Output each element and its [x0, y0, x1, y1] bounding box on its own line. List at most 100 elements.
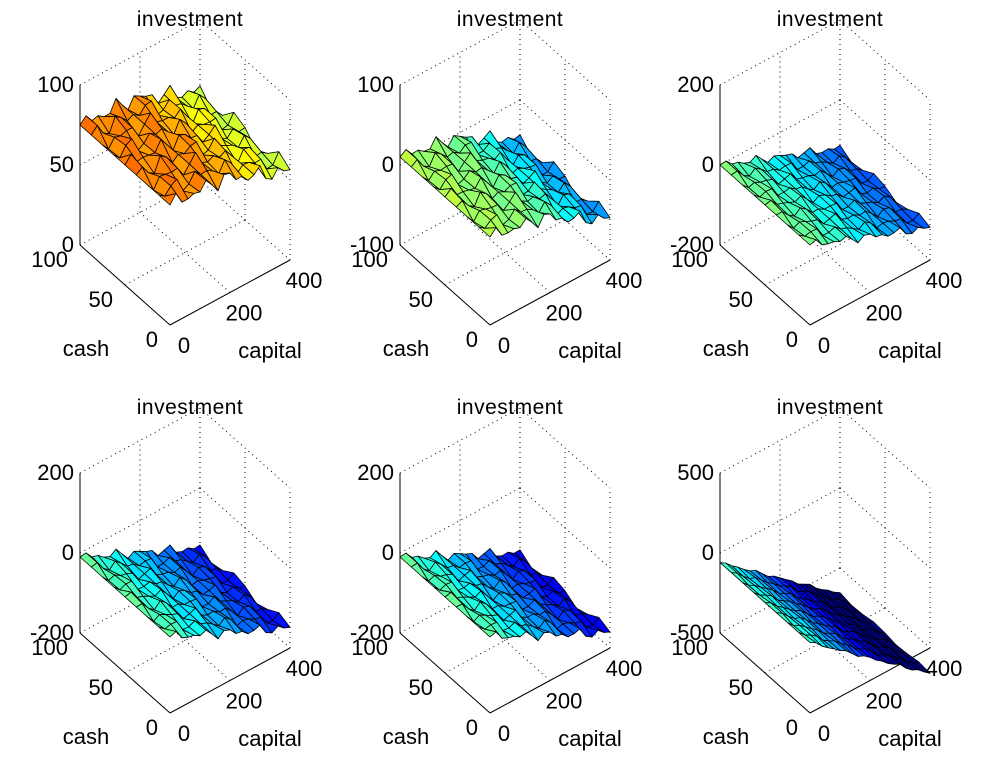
y-tick-label: 0 [146, 715, 158, 740]
x-axis-line [489, 647, 611, 714]
grid-edge [199, 407, 291, 489]
grid-edge [519, 407, 611, 489]
chart-title: investment [777, 396, 884, 419]
y-axis-label: cash [63, 724, 109, 749]
x-tick-label: 0 [818, 721, 830, 746]
chart-title: investment [457, 396, 564, 419]
x-tick-label: 0 [498, 721, 510, 746]
y-axis-line [79, 632, 171, 714]
x-tick-label: 200 [866, 301, 903, 326]
grid-edge [199, 19, 291, 101]
grid-line [459, 212, 551, 293]
y-tick-label: 50 [409, 675, 433, 700]
x-tick-label: 400 [926, 656, 963, 681]
z-tick-label: -100 [350, 232, 394, 257]
z-tick-label: -200 [670, 232, 714, 257]
subplot-6: investment -500 0 500 0 50 100 0 200 400 cash capit… [670, 396, 962, 751]
grid [399, 407, 611, 681]
x-tick-label: 200 [546, 689, 583, 714]
surface [399, 130, 611, 238]
y-tick-label: 0 [786, 327, 798, 352]
y-tick-label: 50 [89, 287, 113, 312]
x-tick-label: 400 [286, 268, 323, 293]
y-tick-label: 0 [146, 327, 158, 352]
z-tick-label: 200 [677, 72, 714, 97]
surface [719, 562, 931, 674]
y-tick-label: 50 [409, 287, 433, 312]
y-axis-line [79, 244, 171, 326]
surface-facet [478, 626, 497, 638]
y-axis-label: cash [383, 724, 429, 749]
y-tick-label: 50 [729, 287, 753, 312]
y-axis-line [399, 632, 491, 714]
z-tick-label: 50 [50, 152, 74, 177]
chart-title: investment [137, 396, 244, 419]
subplot-3: investment -200 0 200 0 50 100 0 200 400 cash capit… [670, 8, 962, 363]
surface [399, 548, 611, 642]
x-axis-label: capital [558, 338, 622, 363]
y-tick-label: 100 [671, 635, 708, 660]
subplot-4: investment -200 0 200 0 50 100 0 200 400 cash capit… [30, 396, 322, 751]
surface [79, 85, 291, 206]
y-tick-label: 100 [351, 247, 388, 272]
y-tick-label: 0 [466, 715, 478, 740]
z-tick-label: 0 [62, 540, 74, 565]
x-axis-line [169, 647, 291, 714]
x-tick-label: 400 [286, 656, 323, 681]
surface-facet [158, 193, 177, 206]
chart-title: investment [777, 8, 884, 31]
chart-title: investment [457, 8, 564, 31]
y-tick-label: 100 [31, 247, 68, 272]
grid-edge [839, 407, 931, 489]
z-tick-label: -500 [670, 620, 714, 645]
x-tick-label: 400 [606, 268, 643, 293]
surface-facet [478, 226, 497, 238]
x-tick-label: 200 [226, 689, 263, 714]
y-axis-line [719, 632, 811, 714]
x-axis-label: capital [238, 338, 302, 363]
grid [79, 407, 291, 681]
y-axis-label: cash [703, 724, 749, 749]
y-axis-label: cash [63, 336, 109, 361]
x-tick-label: 0 [498, 333, 510, 358]
subplot-5: investment -200 0 200 0 50 100 0 200 400 cash capit… [350, 396, 642, 751]
x-axis-line [489, 259, 611, 326]
y-tick-label: 0 [786, 715, 798, 740]
z-tick-label: 500 [677, 460, 714, 485]
y-axis-label: cash [703, 336, 749, 361]
y-tick-label: 50 [89, 675, 113, 700]
x-tick-label: 400 [606, 656, 643, 681]
x-axis-label: capital [878, 726, 942, 751]
z-tick-label: -200 [350, 620, 394, 645]
z-tick-label: -200 [30, 620, 74, 645]
y-tick-label: 100 [351, 635, 388, 660]
x-axis-line [169, 259, 291, 326]
y-axis-label: cash [383, 336, 429, 361]
chart-title: investment [137, 8, 244, 31]
surface-facet [798, 234, 817, 246]
surface [719, 144, 931, 246]
grid-edge [519, 19, 611, 101]
y-axis-line [719, 244, 811, 326]
z-tick-label: 0 [62, 232, 74, 257]
x-tick-label: 400 [926, 268, 963, 293]
x-tick-label: 0 [178, 333, 190, 358]
z-tick-label: 0 [702, 540, 714, 565]
y-tick-label: 0 [466, 327, 478, 352]
z-tick-label: 100 [37, 72, 74, 97]
z-tick-label: 0 [382, 152, 394, 177]
x-tick-label: 200 [866, 689, 903, 714]
y-tick-label: 100 [671, 247, 708, 272]
y-tick-label: 100 [31, 635, 68, 660]
x-tick-label: 200 [226, 301, 263, 326]
z-tick-label: 0 [702, 152, 714, 177]
z-tick-label: 200 [357, 460, 394, 485]
z-tick-label: 0 [382, 540, 394, 565]
z-tick-label: 100 [357, 72, 394, 97]
surface-facet [158, 626, 177, 638]
x-axis-label: capital [558, 726, 622, 751]
z-tick-label: 200 [37, 460, 74, 485]
surface-facet [798, 632, 817, 644]
grid-line [139, 212, 231, 293]
